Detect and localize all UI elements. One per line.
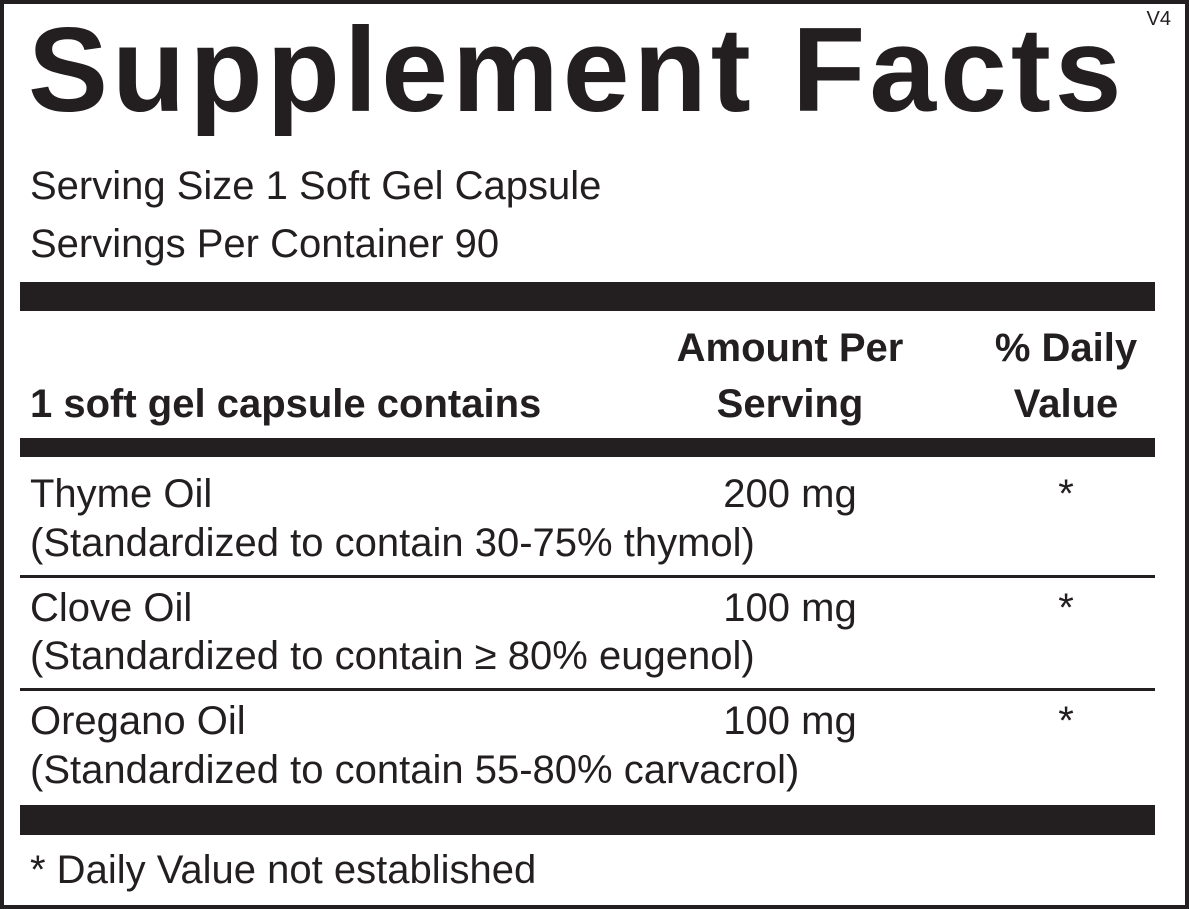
header-amount-line2: Serving xyxy=(716,382,864,426)
ingredient-name: Clove Oil xyxy=(30,586,193,630)
ingredient-detail: (Standardized to contain 30-75% thymol) xyxy=(30,521,755,565)
ingredient-amount: 200 mg xyxy=(723,472,857,516)
header-dv-line1: % Daily xyxy=(994,326,1138,370)
row-divider xyxy=(20,575,1155,578)
thick-divider xyxy=(20,282,1155,311)
page-title: Supplement Facts xyxy=(28,3,1126,137)
serving-size: Serving Size 1 Soft Gel Capsule xyxy=(30,164,602,208)
medium-divider xyxy=(20,438,1155,457)
footnote: * Daily Value not established xyxy=(30,848,537,892)
servings-per-container: Servings Per Container 90 xyxy=(30,222,500,266)
header-amount-line1: Amount Per xyxy=(676,326,904,370)
ingredient-name: Thyme Oil xyxy=(30,472,213,516)
ingredient-dv: * xyxy=(1058,699,1074,743)
ingredient-dv: * xyxy=(1058,472,1074,516)
ingredient-amount: 100 mg xyxy=(723,586,857,630)
row-divider xyxy=(20,688,1155,691)
header-dv-line2: Value xyxy=(1013,382,1119,426)
ingredient-dv: * xyxy=(1058,586,1074,630)
ingredient-detail: (Standardized to contain ≥ 80% eugenol) xyxy=(30,634,755,678)
thick-divider xyxy=(20,805,1155,835)
header-contains: 1 soft gel capsule contains xyxy=(30,382,542,426)
ingredient-detail: (Standardized to contain 55-80% carvacro… xyxy=(30,748,800,792)
ingredient-amount: 100 mg xyxy=(723,699,857,743)
ingredient-name: Oregano Oil xyxy=(30,699,246,743)
version-label: V4 xyxy=(1146,8,1171,30)
